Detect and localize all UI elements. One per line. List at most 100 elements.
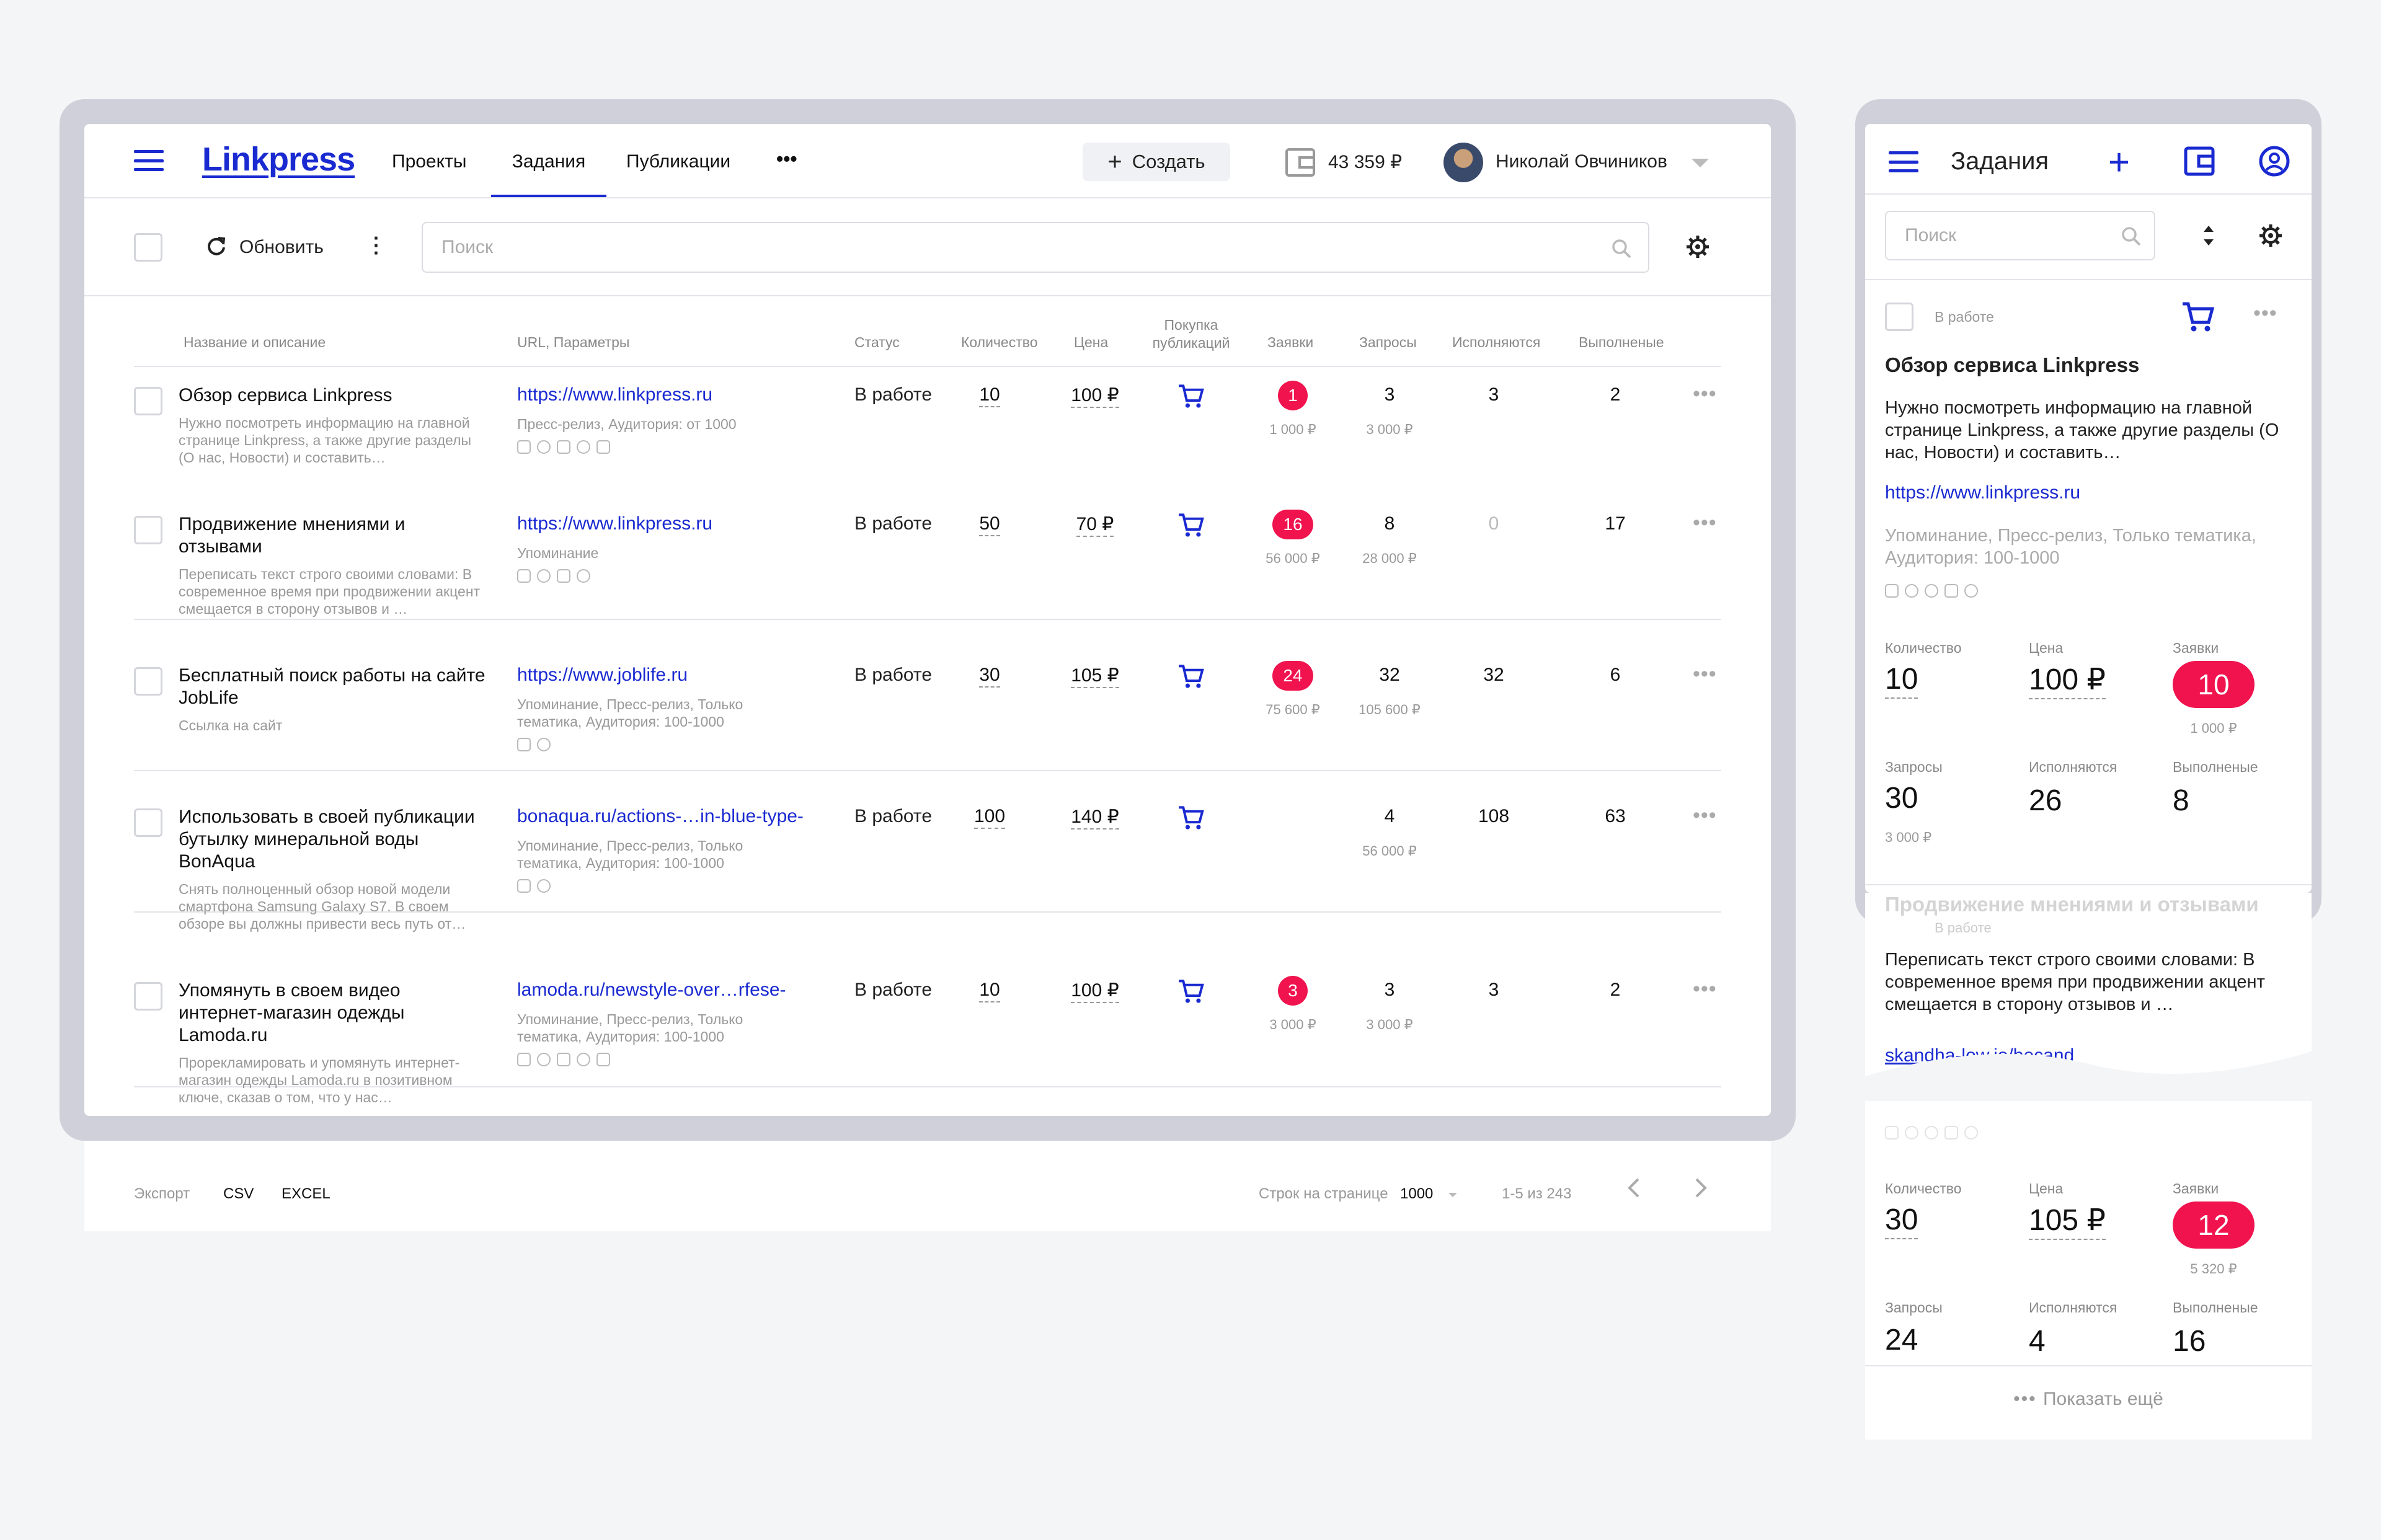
price-label: Цена: [2029, 640, 2064, 656]
row-more-icon[interactable]: •••: [1693, 803, 1717, 827]
user-name[interactable]: Николай Овчиников: [1496, 151, 1667, 172]
cart-icon[interactable]: [1177, 382, 1205, 414]
chevron-down-icon[interactable]: [1692, 159, 1709, 167]
settings-gear-icon[interactable]: [2258, 223, 2283, 251]
row-done: 63: [1605, 806, 1626, 826]
social-icons: [517, 440, 610, 454]
row-more-icon[interactable]: •••: [1693, 977, 1717, 1001]
refresh-icon[interactable]: [206, 236, 227, 257]
card-url[interactable]: https://www.linkpress.ru: [1885, 482, 2081, 503]
cart-icon[interactable]: [1177, 977, 1205, 1009]
row-checkbox[interactable]: [134, 516, 162, 544]
menu-icon[interactable]: [134, 150, 164, 171]
row-more-icon[interactable]: •••: [1693, 662, 1717, 686]
cart-icon[interactable]: [1177, 662, 1205, 694]
bids-badge[interactable]: 24: [1272, 661, 1313, 691]
cart-icon[interactable]: [2180, 299, 2216, 338]
facebook-icon: [1885, 1126, 1899, 1140]
tab-projects[interactable]: Проекты: [392, 151, 467, 172]
row-title[interactable]: Обзор сервиса Linkpress: [179, 385, 392, 405]
sort-icon[interactable]: [2200, 222, 2217, 252]
qty-value[interactable]: 30: [1885, 1203, 1918, 1239]
row-title[interactable]: Продвижение мнениями и отзывами: [179, 514, 406, 557]
next-page-icon[interactable]: [1692, 1175, 1710, 1203]
row-price[interactable]: 105 ₽: [1071, 665, 1119, 688]
requests-sum: 3 000 ₽: [1885, 830, 1932, 845]
social-icon: [537, 879, 551, 893]
row-checkbox[interactable]: [134, 387, 162, 415]
row-title[interactable]: Бесплатный поиск работы на сайте JobLife: [179, 665, 486, 708]
refresh-button[interactable]: Обновить: [239, 237, 324, 257]
add-icon[interactable]: +: [2108, 141, 2130, 183]
row-title[interactable]: Использовать в своей публикации бутылку …: [179, 807, 475, 872]
row-done: 17: [1605, 513, 1626, 534]
select-all-checkbox[interactable]: [134, 233, 162, 262]
card-title[interactable]: Обзор сервиса Linkpress: [1885, 353, 2140, 376]
bids-badge[interactable]: 16: [1272, 510, 1313, 539]
wallet-icon[interactable]: [1285, 148, 1316, 177]
row-in-progress: 0: [1488, 513, 1499, 534]
bids-badge[interactable]: 3: [1278, 976, 1308, 1006]
cart-icon[interactable]: [1177, 803, 1205, 835]
social-icon: [577, 1053, 590, 1066]
show-more-button[interactable]: ••• Показать ещё: [1865, 1389, 2312, 1410]
tab-tasks[interactable]: Задания: [491, 151, 606, 198]
row-qty[interactable]: 30: [979, 665, 1000, 688]
row-url[interactable]: https://www.linkpress.ru: [517, 384, 713, 405]
requests-label: Запросы: [1885, 1299, 1943, 1316]
row-url[interactable]: https://www.linkpress.ru: [517, 513, 713, 534]
search-input[interactable]: Поиск: [422, 222, 1649, 273]
card-more-icon[interactable]: •••: [2253, 301, 2277, 325]
wallet-icon[interactable]: [2184, 146, 2215, 179]
prev-page-icon[interactable]: [1625, 1175, 1643, 1203]
row-price[interactable]: 140 ₽: [1071, 807, 1119, 830]
divider: [134, 770, 1721, 771]
row-qty[interactable]: 10: [979, 384, 1000, 407]
row-price[interactable]: 100 ₽: [1071, 385, 1119, 408]
row-qty[interactable]: 100: [973, 806, 1006, 829]
row-url[interactable]: bonaqua.ru/actions-…in-blue-type-: [517, 806, 804, 826]
logo[interactable]: Linkpress: [202, 141, 355, 178]
row-checkbox[interactable]: [134, 808, 162, 837]
row-price[interactable]: 70 ₽: [1076, 514, 1114, 537]
mobile-window: Задания + Поиск В работе ••• Обзор серви…: [1865, 124, 2312, 893]
mobile-search-input[interactable]: Поиск: [1885, 211, 2155, 260]
settings-gear-icon[interactable]: [1685, 234, 1710, 259]
row-checkbox[interactable]: [134, 982, 162, 1011]
row-title[interactable]: Упомянуть в своем видео интернет-магазин…: [179, 980, 405, 1045]
row-price[interactable]: 100 ₽: [1071, 980, 1119, 1003]
create-button[interactable]: + Создать: [1083, 143, 1230, 181]
card-checkbox[interactable]: [1885, 303, 1913, 331]
export-csv-button[interactable]: CSV: [223, 1185, 254, 1202]
row-more-icon[interactable]: •••: [1693, 382, 1717, 405]
row-more-icon[interactable]: •••: [1693, 511, 1717, 534]
row-qty[interactable]: 50: [979, 513, 1000, 536]
profile-icon[interactable]: [2258, 145, 2290, 180]
cart-icon[interactable]: [1177, 511, 1205, 542]
divider: [134, 619, 1721, 620]
bids-badge[interactable]: 12: [2173, 1201, 2255, 1249]
price-value[interactable]: 105 ₽: [2029, 1203, 2106, 1240]
row-params: Упоминание, Пресс-релиз, Только тематика…: [517, 838, 743, 871]
export-excel-button[interactable]: EXCEL: [282, 1185, 330, 1202]
qty-label: Количество: [1885, 1180, 1962, 1197]
more-nav-icon[interactable]: •••: [776, 148, 797, 170]
menu-icon[interactable]: [1889, 151, 1918, 172]
rows-per-page-select[interactable]: 1000: [1400, 1185, 1434, 1202]
row-url[interactable]: lamoda.ru/newstyle-over…rfese-: [517, 980, 786, 1000]
row-url[interactable]: https://www.joblife.ru: [517, 665, 688, 685]
price-value[interactable]: 100 ₽: [2029, 662, 2106, 699]
row-qty[interactable]: 10: [979, 980, 1000, 1002]
ok-icon: [1964, 584, 1978, 598]
bids-badge[interactable]: 1: [1278, 381, 1308, 410]
tab-publications[interactable]: Публикации: [626, 151, 731, 172]
table-footer: Экспорт CSV EXCEL Строк на странице 1000…: [84, 1141, 1771, 1231]
qty-value[interactable]: 10: [1885, 662, 1918, 699]
bids-badge[interactable]: 10: [2173, 661, 2255, 708]
col-requests: Запросы: [1359, 334, 1417, 350]
row-checkbox[interactable]: [134, 667, 162, 696]
kebab-menu-icon[interactable]: · · ·: [373, 227, 380, 264]
avatar[interactable]: [1443, 143, 1483, 182]
vk-icon: [1944, 1126, 1958, 1140]
chevron-down-icon[interactable]: [1448, 1193, 1457, 1197]
